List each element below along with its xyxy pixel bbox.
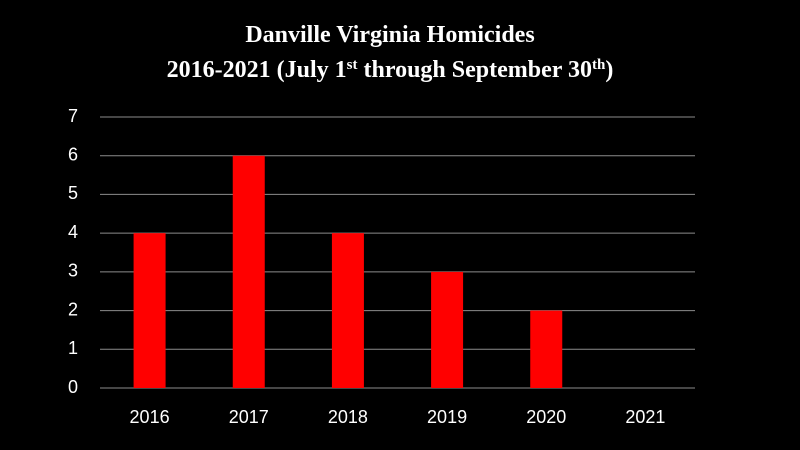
y-tick-label: 2 (68, 299, 78, 319)
chart-title: Danville Virginia Homicides (245, 22, 534, 48)
title-text: 2016-2021 (July 1 (167, 57, 347, 83)
y-tick-label: 7 (68, 106, 78, 126)
y-tick-label: 5 (68, 183, 78, 203)
x-tick-label: 2017 (229, 407, 269, 427)
x-tick-label: 2021 (625, 407, 665, 427)
x-tick-label: 2019 (427, 407, 467, 427)
chart-subtitle: 2016-2021 (July 1st through September 30… (167, 57, 614, 83)
title-superscript: st (347, 57, 358, 73)
bar (331, 233, 364, 388)
bar (530, 310, 563, 388)
bar (232, 155, 265, 388)
y-tick-label: 4 (68, 222, 78, 242)
x-tick-label: 2018 (328, 407, 368, 427)
x-tick-label: 2020 (526, 407, 566, 427)
y-tick-label: 6 (68, 144, 78, 164)
bar (431, 271, 464, 388)
y-tick-label: 1 (68, 338, 78, 358)
y-tick-label: 3 (68, 261, 78, 281)
bar (133, 233, 166, 388)
title-text: through September 30 (358, 57, 592, 83)
x-tick-label: 2016 (130, 407, 170, 427)
title-superscript: th (592, 57, 606, 73)
title-text: ) (605, 57, 613, 83)
y-tick-label: 0 (68, 377, 78, 397)
